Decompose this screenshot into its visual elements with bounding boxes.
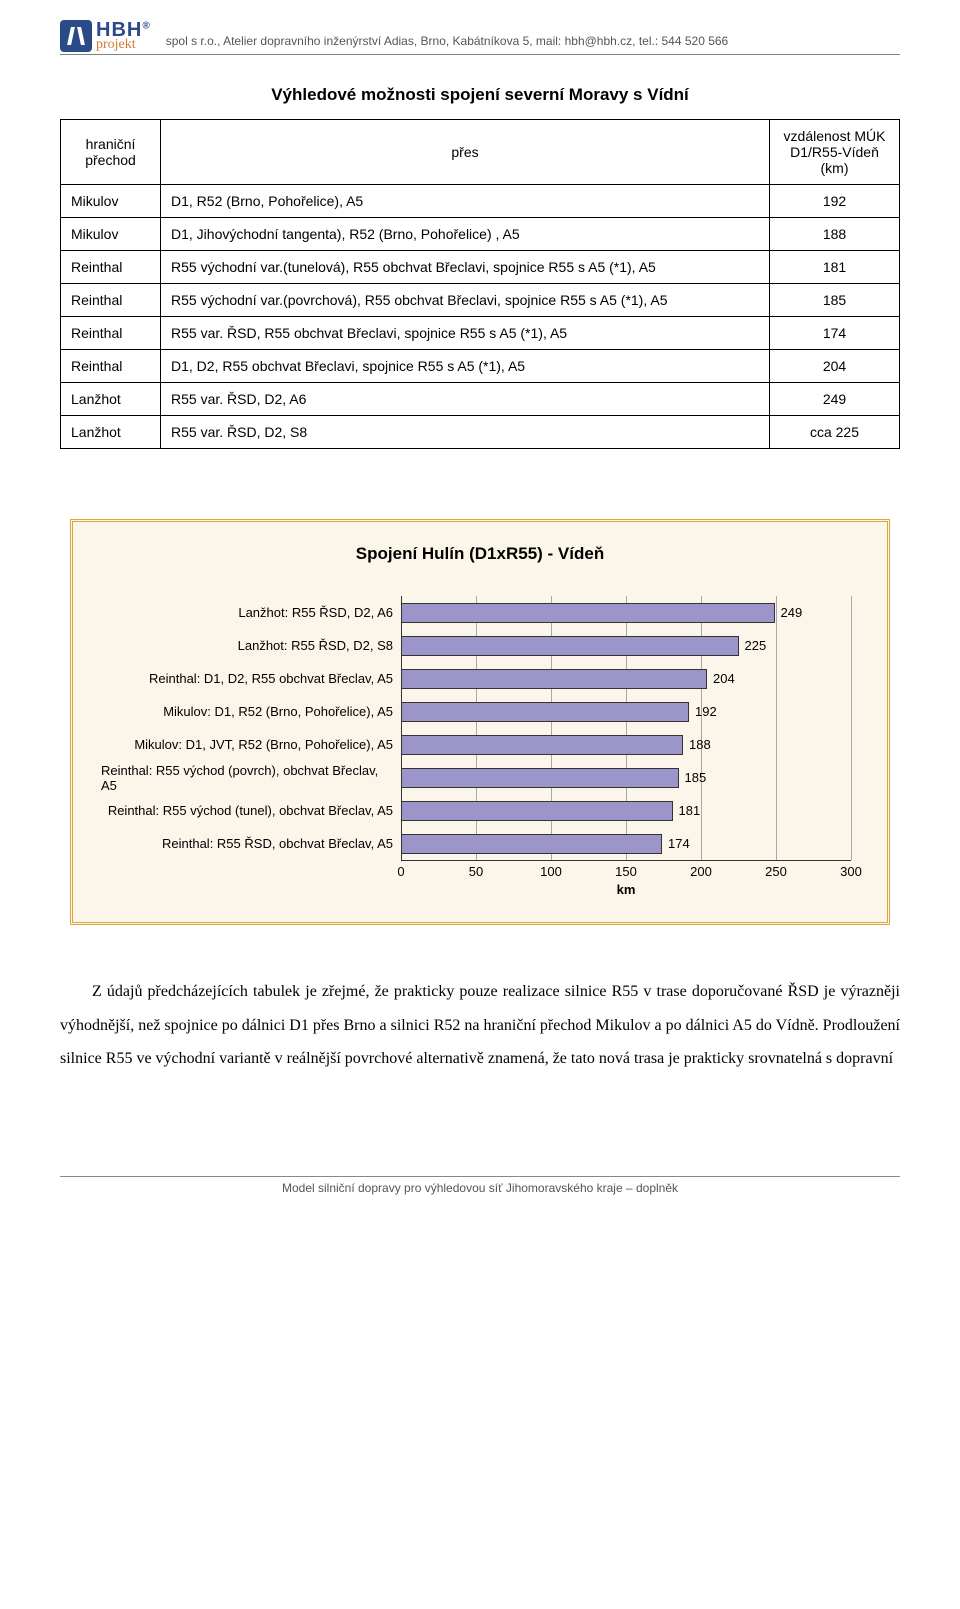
cell-via: D1, R52 (Brno, Pohořelice), A5 (161, 185, 770, 218)
chart-x-axis: km 050100150200250300 (401, 860, 851, 900)
cell-via: R55 var. ŘSD, R55 obchvat Břeclavi, spoj… (161, 317, 770, 350)
chart-x-tick: 100 (540, 864, 562, 879)
chart-bar-value: 192 (695, 704, 717, 719)
chart-grid-line (851, 596, 852, 860)
chart-category-label: Reinthal: D1, D2, R55 obchvat Břeclav, A… (101, 662, 401, 695)
chart-x-tick: 150 (615, 864, 637, 879)
chart-y-labels: Lanžhot: R55 ŘSD, D2, A6Lanžhot: R55 ŘSD… (101, 596, 401, 860)
chart-category-label: Mikulov: D1, R52 (Brno, Pohořelice), A5 (101, 695, 401, 728)
chart-bar-value: 185 (685, 770, 707, 785)
col-header-via: přes (161, 120, 770, 185)
chart-title: Spojení Hulín (D1xR55) - Vídeň (101, 544, 859, 564)
cell-via: R55 východní var.(povrchová), R55 obchva… (161, 284, 770, 317)
chart-bar (401, 735, 683, 755)
chart-category-label: Reinthal: R55 východ (tunel), obchvat Bř… (101, 794, 401, 827)
cell-distance: 185 (770, 284, 900, 317)
chart-x-tick: 0 (397, 864, 404, 879)
chart-bar-value: 225 (745, 638, 767, 653)
cell-distance: 192 (770, 185, 900, 218)
chart-body: Lanžhot: R55 ŘSD, D2, A6Lanžhot: R55 ŘSD… (101, 596, 859, 860)
chart-x-tick: 250 (765, 864, 787, 879)
page-header: HBH® projekt spol s r.o., Atelier doprav… (60, 20, 900, 55)
cell-crossing: Lanžhot (61, 416, 161, 449)
chart-bar (401, 603, 775, 623)
cell-distance: cca 225 (770, 416, 900, 449)
col-header-distance: vzdálenost MÚK D1/R55-Vídeň (km) (770, 120, 900, 185)
cell-via: R55 var. ŘSD, D2, S8 (161, 416, 770, 449)
chart-bar-value: 181 (679, 803, 701, 818)
page: HBH® projekt spol s r.o., Atelier doprav… (0, 0, 960, 1235)
table-head: hraniční přechod přes vzdálenost MÚK D1/… (61, 120, 900, 185)
x-axis-label: km (617, 882, 636, 897)
table-body: MikulovD1, R52 (Brno, Pohořelice), A5192… (61, 185, 900, 449)
chart-bar-value: 204 (713, 671, 735, 686)
chart-plot-area: 249 225 204 192 188 185 181 174 (401, 596, 859, 860)
cell-distance: 204 (770, 350, 900, 383)
table-header-row: hraniční přechod přes vzdálenost MÚK D1/… (61, 120, 900, 185)
table-row: ReinthalD1, D2, R55 obchvat Břeclavi, sp… (61, 350, 900, 383)
chart-bar (401, 801, 673, 821)
logo-text: HBH® projekt (96, 20, 151, 52)
chart-bar-row: 181 (401, 794, 700, 827)
table-row: LanžhotR55 var. ŘSD, D2, S8cca 225 (61, 416, 900, 449)
table-row: LanžhotR55 var. ŘSD, D2, A6249 (61, 383, 900, 416)
chart-bar (401, 669, 707, 689)
chart-bar-row: 174 (401, 827, 690, 860)
routes-table: hraniční přechod přes vzdálenost MÚK D1/… (60, 119, 900, 449)
cell-via: R55 var. ŘSD, D2, A6 (161, 383, 770, 416)
table-row: ReinthalR55 východní var.(povrchová), R5… (61, 284, 900, 317)
chart-bar-value: 249 (781, 605, 803, 620)
chart-category-label: Lanžhot: R55 ŘSD, D2, S8 (101, 629, 401, 662)
chart-category-label: Reinthal: R55 ŘSD, obchvat Břeclav, A5 (101, 827, 401, 860)
chart-bar-row: 225 (401, 629, 766, 662)
chart-category-label: Reinthal: R55 východ (povrch), obchvat B… (101, 761, 401, 794)
chart-category-label: Mikulov: D1, JVT, R52 (Brno, Pohořelice)… (101, 728, 401, 761)
logo-sub: projekt (96, 38, 151, 52)
chart-bar-row: 185 (401, 761, 706, 794)
cell-via: D1, Jihovýchodní tangenta), R52 (Brno, P… (161, 218, 770, 251)
chart-x-tick: 300 (840, 864, 862, 879)
chart-bar-row: 192 (401, 695, 717, 728)
cell-crossing: Reinthal (61, 350, 161, 383)
chart-bar-value: 174 (668, 836, 690, 851)
chart-category-label: Lanžhot: R55 ŘSD, D2, A6 (101, 596, 401, 629)
page-footer: Model silniční dopravy pro výhledovou sí… (60, 1176, 900, 1195)
chart-bar (401, 768, 679, 788)
highway-icon (60, 20, 92, 52)
chart-bar (401, 636, 739, 656)
cell-distance: 174 (770, 317, 900, 350)
chart-bar-value: 188 (689, 737, 711, 752)
body-paragraph: Z údajů předcházejících tabulek je zřejm… (60, 975, 900, 1076)
chart-x-tick: 200 (690, 864, 712, 879)
table-row: ReinthalR55 var. ŘSD, R55 obchvat Břecla… (61, 317, 900, 350)
cell-distance: 249 (770, 383, 900, 416)
header-company-text: spol s r.o., Atelier dopravního inženýrs… (166, 34, 729, 52)
table-title: Výhledové možnosti spojení severní Morav… (60, 85, 900, 105)
cell-crossing: Lanžhot (61, 383, 161, 416)
table-row: ReinthalR55 východní var.(tunelová), R55… (61, 251, 900, 284)
x-axis-line (401, 860, 851, 861)
cell-crossing: Mikulov (61, 185, 161, 218)
cell-distance: 181 (770, 251, 900, 284)
chart-frame: Spojení Hulín (D1xR55) - Vídeň Lanžhot: … (70, 519, 890, 925)
chart-bar-row: 188 (401, 728, 711, 761)
chart-bar-row: 249 (401, 596, 802, 629)
cell-via: D1, D2, R55 obchvat Břeclavi, spojnice R… (161, 350, 770, 383)
cell-crossing: Reinthal (61, 251, 161, 284)
cell-crossing: Reinthal (61, 284, 161, 317)
cell-via: R55 východní var.(tunelová), R55 obchvat… (161, 251, 770, 284)
cell-crossing: Reinthal (61, 317, 161, 350)
chart-bar-row: 204 (401, 662, 735, 695)
chart-bar (401, 834, 662, 854)
chart-bar (401, 702, 689, 722)
cell-distance: 188 (770, 218, 900, 251)
chart-grid-line (776, 596, 777, 860)
table-row: MikulovD1, Jihovýchodní tangenta), R52 (… (61, 218, 900, 251)
col-header-crossing: hraniční přechod (61, 120, 161, 185)
table-row: MikulovD1, R52 (Brno, Pohořelice), A5192 (61, 185, 900, 218)
chart-x-tick: 50 (469, 864, 483, 879)
cell-crossing: Mikulov (61, 218, 161, 251)
logo-registered: ® (142, 20, 150, 31)
logo: HBH® projekt (60, 20, 151, 52)
